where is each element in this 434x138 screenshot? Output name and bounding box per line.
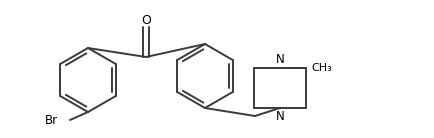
Text: Br: Br <box>45 115 58 128</box>
Text: O: O <box>141 14 151 26</box>
Text: CH₃: CH₃ <box>311 63 332 73</box>
Text: N: N <box>276 110 284 123</box>
Text: N: N <box>276 53 284 66</box>
